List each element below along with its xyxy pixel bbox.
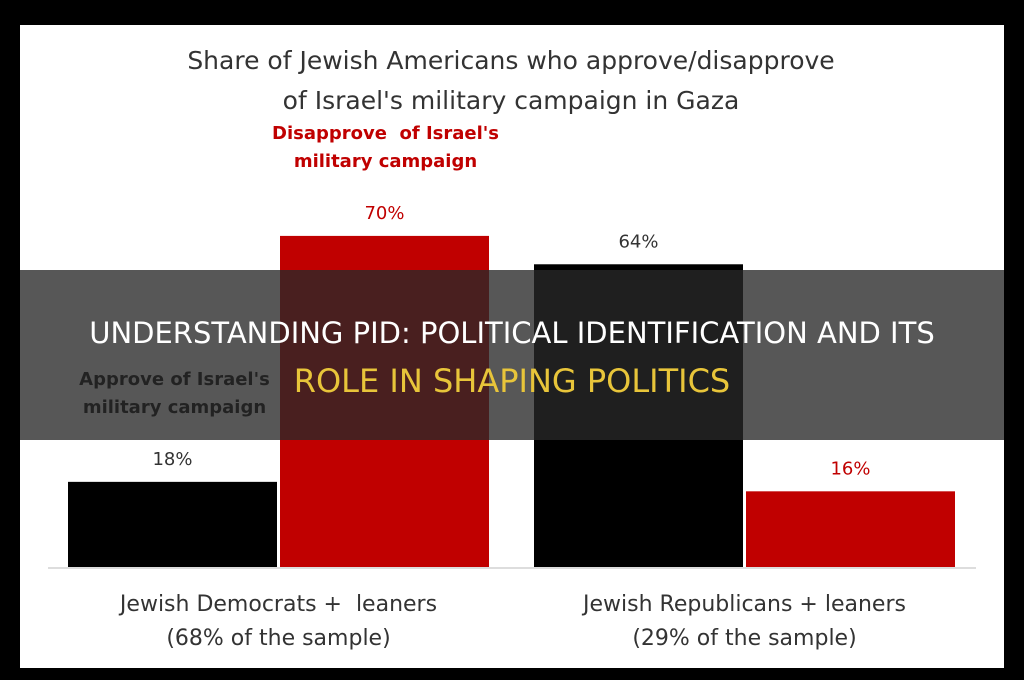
x-tick-label: Jewish Republicans + leaners bbox=[581, 592, 906, 617]
chart-title: of Israel's military campaign in Gaza bbox=[283, 86, 740, 115]
data-label: 16% bbox=[830, 458, 870, 479]
x-tick-label: (68% of the sample) bbox=[166, 626, 390, 651]
overlay-title: ROLE IN SHAPING POLITICS bbox=[294, 362, 730, 400]
x-tick-label: Jewish Democrats + leaners bbox=[118, 592, 437, 617]
overlay-title: UNDERSTANDING PID: POLITICAL IDENTIFICAT… bbox=[89, 316, 935, 350]
bar bbox=[746, 491, 955, 567]
data-label: 70% bbox=[364, 203, 404, 224]
overlay-banner bbox=[20, 270, 1004, 440]
chart-title: Share of Jewish Americans who approve/di… bbox=[187, 46, 834, 75]
x-tick-label: (29% of the sample) bbox=[632, 626, 856, 651]
series-annotation: Disapprove of Israel's bbox=[272, 123, 499, 144]
data-label: 18% bbox=[152, 449, 192, 470]
series-annotation: military campaign bbox=[294, 151, 477, 172]
bar bbox=[68, 481, 277, 567]
data-label: 64% bbox=[618, 231, 658, 252]
